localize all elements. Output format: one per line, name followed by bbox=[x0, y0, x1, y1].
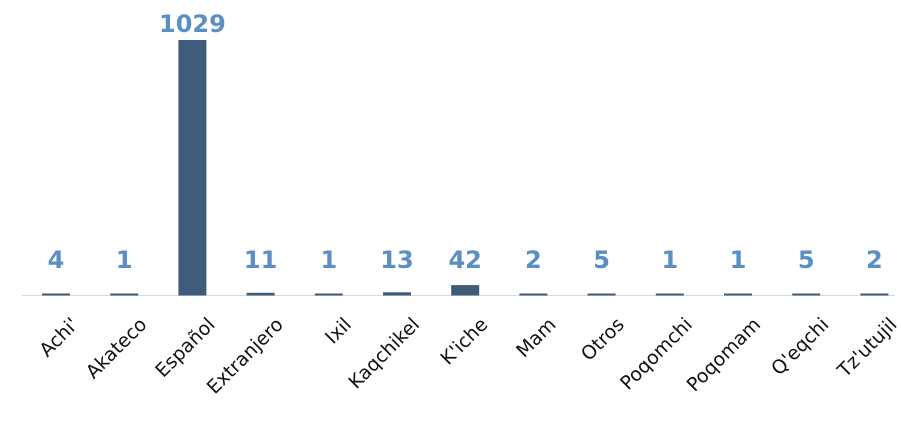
category-label: K'iche bbox=[436, 314, 492, 370]
bar bbox=[110, 293, 139, 296]
bar-value-label: 5 bbox=[798, 246, 815, 274]
bar-value-label: 11 bbox=[244, 246, 277, 274]
bar bbox=[42, 293, 70, 296]
bar bbox=[587, 293, 616, 296]
bar bbox=[655, 293, 684, 296]
bar bbox=[178, 40, 207, 296]
category-label: Kaqchikel bbox=[344, 314, 424, 394]
bar bbox=[860, 293, 889, 296]
category-label: Español bbox=[151, 314, 219, 382]
bar bbox=[314, 293, 343, 296]
bar bbox=[724, 293, 752, 296]
bar-value-label: 1 bbox=[730, 246, 747, 274]
category-label: Q'eqchi bbox=[767, 314, 833, 380]
bar-value-label: 5 bbox=[593, 246, 610, 274]
bar-value-label: 1 bbox=[320, 246, 337, 274]
bar-value-label: 4 bbox=[48, 246, 65, 274]
bar bbox=[383, 292, 411, 296]
bar bbox=[246, 292, 275, 296]
bar-value-label: 2 bbox=[525, 246, 542, 274]
category-label: Ixil bbox=[321, 314, 356, 349]
bar bbox=[792, 293, 821, 296]
category-label: Mam bbox=[512, 314, 560, 362]
bar-value-label: 1 bbox=[661, 246, 678, 274]
category-label: Akateco bbox=[82, 314, 152, 384]
category-label: Poqomam bbox=[683, 314, 766, 397]
bar bbox=[451, 285, 480, 296]
category-label: Otros bbox=[577, 314, 629, 366]
category-label: Achi' bbox=[35, 314, 83, 362]
bar bbox=[519, 293, 548, 296]
bar-value-label: 13 bbox=[380, 246, 413, 274]
category-label: Tz'utujil bbox=[833, 314, 901, 383]
bar-value-label: 42 bbox=[448, 246, 481, 274]
bar-value-label: 1 bbox=[116, 246, 133, 274]
bar-value-label: 2 bbox=[866, 246, 883, 274]
bar-value-label: 1029 bbox=[159, 10, 226, 38]
